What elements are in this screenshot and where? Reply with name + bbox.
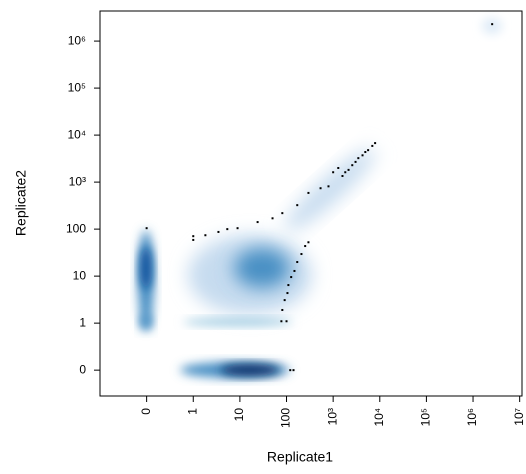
point xyxy=(292,369,295,372)
point xyxy=(271,217,274,220)
point xyxy=(357,157,360,160)
point xyxy=(374,142,377,145)
x-tick-label: 10⁶ xyxy=(465,408,479,426)
x-tick-label: 10 xyxy=(232,408,246,422)
point xyxy=(145,227,148,230)
point xyxy=(287,284,290,287)
y-tick-label: 100 xyxy=(66,221,86,235)
point xyxy=(236,227,239,230)
x-tick-label: 0 xyxy=(139,408,153,415)
point xyxy=(337,167,340,170)
point xyxy=(192,235,195,238)
point xyxy=(371,144,374,147)
point xyxy=(286,292,289,295)
point xyxy=(296,261,299,264)
density-region xyxy=(183,318,293,326)
density-region xyxy=(234,248,290,288)
point xyxy=(290,276,293,279)
y-tick-label: 10⁶ xyxy=(68,33,86,47)
density-region xyxy=(140,314,152,330)
point xyxy=(319,187,322,190)
x-tick-label: 10³ xyxy=(325,408,339,425)
point xyxy=(304,245,307,248)
point xyxy=(256,221,259,224)
point xyxy=(327,185,330,188)
density-region xyxy=(220,364,280,376)
y-tick-label: 10³ xyxy=(69,174,86,188)
point xyxy=(367,149,370,152)
point xyxy=(361,154,364,157)
y-tick-label: 0 xyxy=(79,362,86,376)
point xyxy=(341,175,344,177)
y-axis-label: Replicate2 xyxy=(13,170,29,236)
x-axis-label: Replicate1 xyxy=(267,449,333,465)
point xyxy=(289,369,292,372)
point xyxy=(307,241,310,244)
density xyxy=(138,18,502,378)
point xyxy=(293,269,296,272)
y-tick-label: 10 xyxy=(73,268,87,282)
y-tick-label: 10⁵ xyxy=(68,80,86,94)
point xyxy=(491,23,494,26)
x-tick-label: 10⁴ xyxy=(372,408,386,427)
x-tick-label: 10⁵ xyxy=(419,408,433,426)
point xyxy=(351,164,354,167)
point xyxy=(280,320,283,323)
point xyxy=(281,308,284,311)
density-region xyxy=(140,246,152,290)
point xyxy=(226,228,229,231)
x-tick-label: 10⁷ xyxy=(512,408,526,426)
point xyxy=(204,234,207,237)
point xyxy=(364,151,367,154)
y-tick-label: 10⁴ xyxy=(67,127,86,141)
density-region xyxy=(482,18,502,34)
point xyxy=(283,299,286,302)
density-region xyxy=(284,148,376,232)
point xyxy=(217,230,220,233)
point xyxy=(296,204,299,207)
point xyxy=(344,171,347,174)
point xyxy=(281,212,284,215)
x-tick-label: 1 xyxy=(185,408,199,415)
point xyxy=(285,320,288,323)
point xyxy=(332,171,335,174)
point xyxy=(347,168,350,171)
point xyxy=(354,160,357,163)
point xyxy=(192,238,195,241)
x-tick-label: 100 xyxy=(279,408,293,428)
point xyxy=(307,191,310,194)
point xyxy=(300,253,303,256)
y-tick-label: 1 xyxy=(79,315,86,329)
plot-box xyxy=(99,10,523,397)
